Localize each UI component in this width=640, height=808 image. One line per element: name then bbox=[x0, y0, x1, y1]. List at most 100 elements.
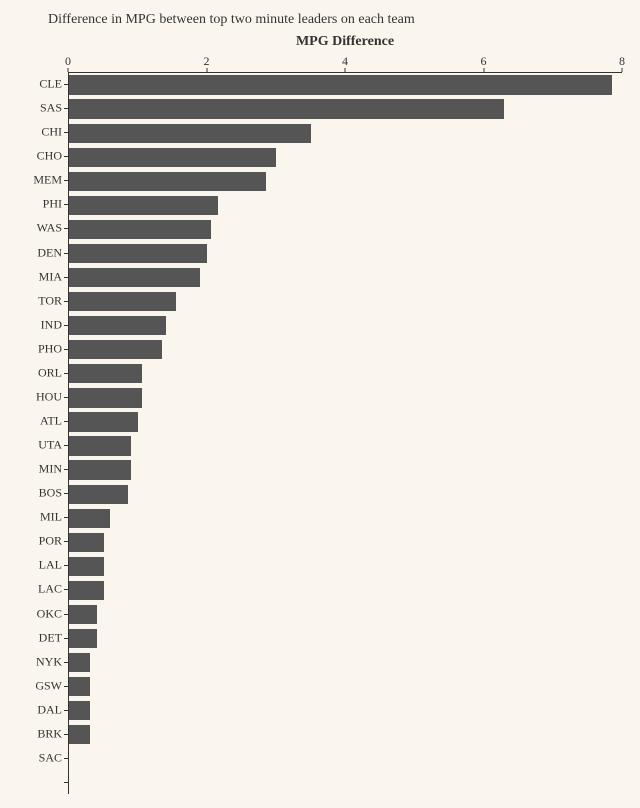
bar bbox=[69, 460, 131, 479]
bar-row bbox=[69, 675, 622, 699]
y-tick-label: MEM bbox=[33, 173, 62, 188]
y-tick-label: DAL bbox=[37, 702, 62, 717]
y-tick-mark bbox=[64, 421, 68, 422]
y-tick-mark bbox=[64, 180, 68, 181]
y-tick-label: MIN bbox=[39, 462, 62, 477]
bar-row bbox=[69, 241, 622, 265]
y-tick-mark bbox=[64, 253, 68, 254]
bar-row bbox=[69, 506, 622, 530]
bar-row bbox=[69, 482, 622, 506]
bar bbox=[69, 725, 90, 744]
y-tick-mark bbox=[64, 108, 68, 109]
bar bbox=[69, 172, 266, 191]
y-tick-label: ORL bbox=[38, 365, 62, 380]
y-tick-mark bbox=[64, 662, 68, 663]
y-tick-mark bbox=[64, 325, 68, 326]
y-tick-mark bbox=[64, 301, 68, 302]
y-tick-label: NYK bbox=[36, 654, 62, 669]
bar bbox=[69, 292, 176, 311]
y-axis: CLESASCHICHOMEMPHIWASDENMIATORINDPHOORLH… bbox=[18, 72, 68, 794]
bar-row bbox=[69, 145, 622, 169]
bar bbox=[69, 557, 104, 576]
y-tick-label: PHO bbox=[38, 341, 62, 356]
bar bbox=[69, 340, 162, 359]
x-tick-label: 8 bbox=[619, 54, 625, 69]
bar-row bbox=[69, 266, 622, 290]
bar-row bbox=[69, 723, 622, 747]
bar-row bbox=[69, 458, 622, 482]
y-tick-label: MIA bbox=[39, 269, 62, 284]
bar bbox=[69, 629, 97, 648]
y-tick-mark bbox=[64, 710, 68, 711]
chart-title: Difference in MPG between top two minute… bbox=[18, 12, 622, 28]
bar-row bbox=[69, 602, 622, 626]
y-tick-label: HOU bbox=[36, 389, 62, 404]
bar-row bbox=[69, 121, 622, 145]
bar bbox=[69, 316, 166, 335]
y-tick-mark bbox=[64, 204, 68, 205]
y-tick-label: TOR bbox=[38, 293, 62, 308]
bar bbox=[69, 581, 104, 600]
y-tick-label: BRK bbox=[37, 726, 62, 741]
y-tick-label: LAL bbox=[39, 558, 62, 573]
y-tick-label: OKC bbox=[37, 606, 62, 621]
bar-row bbox=[69, 747, 622, 771]
y-tick-label: LAC bbox=[38, 582, 62, 597]
y-tick-mark bbox=[64, 156, 68, 157]
bar bbox=[69, 436, 131, 455]
y-tick-label: WAS bbox=[37, 221, 62, 236]
bar-row bbox=[69, 771, 622, 795]
bar bbox=[69, 268, 200, 287]
y-tick-mark bbox=[64, 782, 68, 783]
bar-row bbox=[69, 699, 622, 723]
y-tick-mark bbox=[64, 734, 68, 735]
bar bbox=[69, 485, 128, 504]
bar-row bbox=[69, 314, 622, 338]
bar-row bbox=[69, 362, 622, 386]
bar-row bbox=[69, 169, 622, 193]
y-tick-mark bbox=[64, 565, 68, 566]
y-tick-label: MIL bbox=[40, 510, 62, 525]
bar-row bbox=[69, 193, 622, 217]
chart-container: Difference in MPG between top two minute… bbox=[0, 0, 640, 808]
bar-row bbox=[69, 578, 622, 602]
bars-area bbox=[68, 72, 622, 794]
y-tick-label: ATL bbox=[40, 413, 62, 428]
y-tick-label: UTA bbox=[38, 438, 62, 453]
x-tick-label: 4 bbox=[342, 54, 348, 69]
bar bbox=[69, 533, 104, 552]
bar-row bbox=[69, 386, 622, 410]
bar-row bbox=[69, 338, 622, 362]
y-tick-mark bbox=[64, 397, 68, 398]
bar-row bbox=[69, 410, 622, 434]
y-tick-label: PHI bbox=[43, 197, 62, 212]
y-tick-mark bbox=[64, 517, 68, 518]
y-tick-mark bbox=[64, 469, 68, 470]
y-tick-mark bbox=[64, 758, 68, 759]
bar-row bbox=[69, 530, 622, 554]
bar bbox=[69, 653, 90, 672]
y-tick-mark bbox=[64, 445, 68, 446]
plot-area: 02468 CLESASCHICHOMEMPHIWASDENMIATORINDP… bbox=[18, 54, 622, 794]
y-tick-mark bbox=[64, 614, 68, 615]
y-tick-label: BOS bbox=[39, 486, 62, 501]
y-tick-label: SAC bbox=[39, 750, 62, 765]
bar bbox=[69, 75, 612, 94]
bar-row bbox=[69, 97, 622, 121]
bar bbox=[69, 196, 218, 215]
y-tick-mark bbox=[64, 638, 68, 639]
bar-row bbox=[69, 651, 622, 675]
bar bbox=[69, 244, 207, 263]
y-tick-mark bbox=[64, 686, 68, 687]
bar bbox=[69, 605, 97, 624]
y-tick-mark bbox=[64, 132, 68, 133]
y-tick-label: IND bbox=[41, 317, 62, 332]
bar-row bbox=[69, 290, 622, 314]
bar bbox=[69, 364, 142, 383]
bar bbox=[69, 701, 90, 720]
bar-row bbox=[69, 73, 622, 97]
bar bbox=[69, 509, 110, 528]
y-tick-label: DET bbox=[39, 630, 62, 645]
bar-row bbox=[69, 217, 622, 241]
y-tick-mark bbox=[64, 493, 68, 494]
